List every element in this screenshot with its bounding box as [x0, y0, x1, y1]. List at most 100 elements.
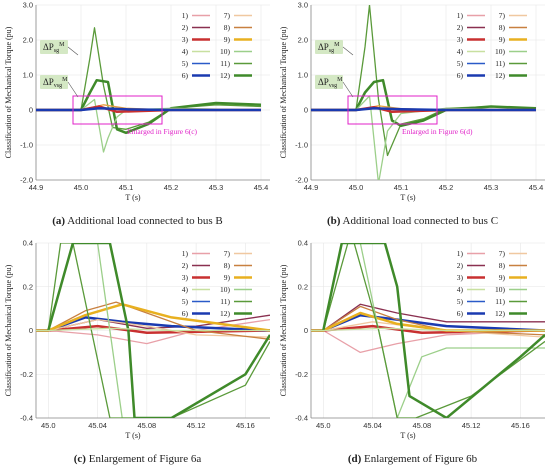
legend-label: 3): [457, 35, 464, 44]
callout-main: ΔP: [318, 42, 329, 52]
legend-label: 4): [182, 285, 189, 294]
enlarge-box: [347, 95, 438, 125]
legend-label: 11): [220, 59, 230, 68]
legend-label: 7): [224, 11, 231, 20]
y-tick-label: 0: [29, 106, 33, 115]
legend-label: 8): [499, 23, 506, 32]
y-tick-label: 0.2: [298, 282, 308, 291]
x-tick-label: 45.16: [511, 421, 530, 430]
y-tick-label: -0.4: [20, 414, 33, 423]
x-tick-label: 45.2: [439, 183, 454, 192]
legend-label: 7): [499, 11, 506, 20]
y-tick-label: 1.0: [298, 71, 308, 80]
legend-label: 9): [499, 35, 506, 44]
caption-b-text: Additional load connected to bus C: [342, 215, 499, 227]
callout-sup: M: [62, 77, 68, 83]
y-axis-label: Classification of Mechanical Torque (pu): [279, 26, 288, 158]
callout-label: ΔPvsgM: [43, 77, 68, 89]
x-tick-label: 45.16: [236, 421, 255, 430]
y-axis-label: Classification of Mechanical Torque (pu): [279, 264, 288, 396]
panel-b: -2.0 -1.0 0 1.0 2.0 3.0 44.9 45.0 45.1 45.2 45.3 45…: [275, 0, 550, 238]
callout-main: ΔP: [43, 42, 54, 52]
callout-sub: sg: [329, 48, 334, 54]
legend-label: 2): [182, 261, 189, 270]
legend-label: 12): [220, 309, 231, 318]
y-tick-label: -0.2: [295, 370, 308, 379]
y-tick-label: -1.0: [295, 141, 308, 150]
callout-arrow: [67, 46, 79, 56]
callout-arrow: [67, 81, 79, 98]
caption-d-letter: (d): [347, 453, 362, 465]
callout-main: ΔP: [318, 77, 329, 87]
callout-sup: M: [59, 42, 65, 48]
caption-a-text: Additional load connected to bus B: [67, 215, 223, 227]
legend-label: 6): [457, 309, 464, 318]
y-axis-label: Classification of Mechanical Torque (pu): [4, 26, 13, 158]
chart-c-svg: -0.4 -0.2 0 0.2 0.4 45.0 45.04 45.08 45.12 45.16 T…: [4, 239, 270, 440]
y-tick-label: 0.4: [23, 239, 33, 248]
y-tick-label: 0: [29, 326, 33, 335]
panel-d: -0.4 -0.2 0 0.2 0.4 45.0 45.04 45.08 45.12 45.16 T…: [275, 238, 550, 476]
chart-a-svg: -2.0 -1.0 0 1.0 2.0 3.0 44.9 45.0 45.1 45.2 45.3 45…: [4, 1, 270, 202]
callout-box: [40, 75, 68, 89]
legend-label: 9): [499, 273, 506, 282]
x-tick-label: 45.1: [394, 183, 409, 192]
caption-c-text: Enlargement of Figure 6a: [88, 453, 202, 465]
callout-arrow: [342, 46, 354, 56]
legend-label: 9): [224, 273, 231, 282]
series-group: [36, 243, 270, 418]
series-line-6: [311, 107, 536, 112]
legend-label: 3): [182, 35, 189, 44]
series-line-10: [36, 98, 262, 153]
legend-label: 10): [495, 47, 506, 56]
legend-label: 1): [182, 249, 189, 258]
y-axis-label: Classification of Mechanical Torque (pu): [4, 264, 13, 396]
y-tick-label: 2.0: [298, 36, 308, 45]
legend-label: 9): [224, 35, 231, 44]
callout-sub: vsg: [54, 83, 62, 89]
y-tick-label: -0.4: [295, 414, 308, 423]
caption-c-letter: (c): [73, 453, 86, 465]
legend-label: 11): [220, 297, 230, 306]
x-tick-label: 45.08: [137, 421, 156, 430]
series-line-4: [311, 327, 545, 332]
panel-a: -2.0 -1.0 0 1.0 2.0 3.0 44.9 45.0 45.1 45.2 45.3 45…: [0, 0, 275, 238]
legend-label: 1): [457, 11, 464, 20]
chart-b-svg: -2.0 -1.0 0 1.0 2.0 3.0 44.9 45.0 45.1 45.2 45.3 45…: [279, 1, 545, 202]
x-axis-label: T (s): [400, 193, 416, 202]
legend-label: 2): [182, 23, 189, 32]
callout-label: ΔPvsgM: [318, 77, 343, 89]
series-line-11: [322, 243, 545, 418]
series-line-12: [322, 243, 545, 418]
series-group: [311, 243, 545, 418]
x-tick-label: 45.12: [462, 421, 481, 430]
x-tick-label: 45.08: [412, 421, 431, 430]
legend-label: 3): [457, 273, 464, 282]
legend-label: 12): [495, 71, 506, 80]
y-tick-label: -0.2: [20, 370, 33, 379]
legend-label: 1): [457, 249, 464, 258]
x-tick-label: 44.9: [29, 183, 44, 192]
x-tick-label: 45.1: [119, 183, 134, 192]
x-tick-label: 45.4: [529, 183, 544, 192]
callout-sub: vsg: [329, 83, 337, 89]
x-tick-label: 45.04: [363, 421, 382, 430]
legend-label: 2): [457, 261, 464, 270]
x-axis-label: T (s): [125, 431, 141, 440]
enlarge-annotation: Enlarged in Figure 6(d): [402, 127, 473, 136]
y-tick-label: 0: [304, 326, 308, 335]
x-tick-label: 45.2: [164, 183, 179, 192]
legend-label: 2): [457, 23, 464, 32]
callout-sup: M: [337, 77, 343, 83]
legend-label: 4): [457, 285, 464, 294]
callout-box: [315, 75, 343, 89]
y-tick-label: 0.2: [23, 282, 33, 291]
legend-label: 8): [224, 261, 231, 270]
legend-label: 8): [499, 261, 506, 270]
legend-label: 12): [495, 309, 506, 318]
legend-label: 10): [220, 285, 231, 294]
caption-a: (a) Additional load connected to bus B: [0, 215, 275, 227]
x-tick-label: 45.0: [41, 421, 56, 430]
legend-label: 7): [499, 249, 506, 258]
x-axis-label: T (s): [400, 431, 416, 440]
